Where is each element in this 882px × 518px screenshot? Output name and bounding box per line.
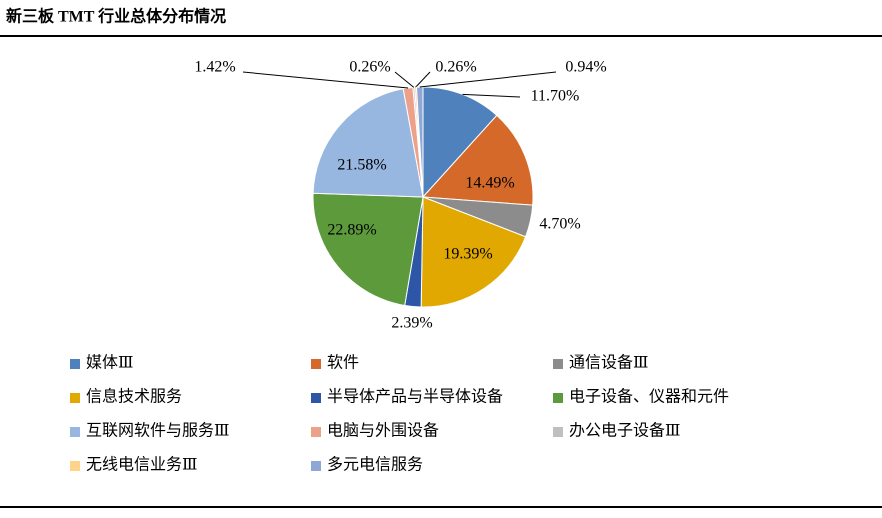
- data-label: 0.94%: [565, 59, 606, 76]
- legend-label: 多元电信服务: [327, 456, 423, 474]
- legend-swatch: [70, 393, 80, 403]
- legend-swatch: [70, 359, 80, 369]
- data-label: 2.39%: [391, 315, 432, 332]
- leader-line: [419, 71, 557, 88]
- legend-label: 信息技术服务: [86, 388, 182, 406]
- chart-title: 新三板 TMT 行业总体分布情况: [6, 7, 226, 26]
- legend-swatch: [70, 461, 80, 471]
- legend-swatch: [70, 427, 80, 437]
- leader-line: [242, 71, 409, 89]
- legend-label: 半导体产品与半导体设备: [327, 388, 503, 406]
- legend-label: 互联网软件与服务Ⅲ: [86, 422, 229, 440]
- data-label: 0.26%: [349, 59, 390, 76]
- pie-slice: [422, 86, 498, 199]
- pie-slice: [420, 196, 527, 308]
- legend-label: 电子设备、仪器和元件: [569, 388, 729, 406]
- legend-swatch: [311, 359, 321, 369]
- data-label: 1.42%: [194, 59, 235, 76]
- leader-line: [415, 71, 431, 88]
- data-label: 14.49%: [465, 175, 514, 192]
- legend-label: 电脑与外围设备: [327, 422, 439, 440]
- legend-swatch: [311, 427, 321, 437]
- legend-label: 无线电信业务Ⅲ: [86, 456, 197, 474]
- legend-label: 软件: [327, 354, 359, 372]
- legend-swatch: [311, 393, 321, 403]
- pie-slice: [421, 114, 534, 206]
- legend-swatch: [553, 393, 563, 403]
- legend-label: 通信设备Ⅲ: [569, 354, 648, 372]
- data-label: 21.58%: [337, 157, 386, 174]
- legend-swatch: [553, 359, 563, 369]
- data-label: 22.89%: [327, 222, 376, 239]
- legend-swatch: [553, 427, 563, 437]
- data-label: 0.26%: [435, 59, 476, 76]
- leader-line: [394, 71, 415, 88]
- pie-slice: [312, 192, 424, 307]
- pie-slice: [312, 88, 424, 198]
- leader-line: [462, 93, 521, 98]
- data-label: 19.39%: [443, 246, 492, 263]
- legend-label: 办公电子设备Ⅲ: [569, 422, 680, 440]
- legend-swatch: [311, 461, 321, 471]
- data-label: 11.70%: [531, 88, 580, 105]
- data-label: 4.70%: [539, 216, 580, 233]
- legend-label: 媒体Ⅲ: [86, 354, 133, 372]
